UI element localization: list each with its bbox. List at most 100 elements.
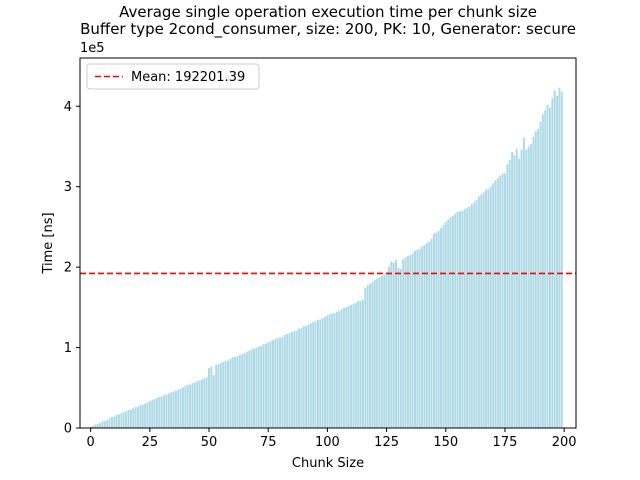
bar: [506, 164, 509, 429]
bar: [354, 302, 357, 428]
x-tick-label: 25: [142, 435, 159, 450]
bar: [148, 401, 151, 428]
bar: [89, 426, 92, 428]
bar: [215, 364, 218, 428]
bar: [492, 183, 495, 428]
bar: [160, 396, 163, 428]
bar: [125, 411, 128, 428]
bar: [276, 338, 279, 428]
bar: [281, 336, 284, 428]
bar: [179, 388, 182, 428]
bar: [449, 217, 452, 428]
bar: [392, 262, 395, 428]
bar: [120, 413, 123, 428]
bar: [205, 377, 208, 428]
bar: [494, 180, 497, 428]
bar: [544, 110, 547, 428]
bar: [501, 173, 504, 428]
bar: [366, 284, 369, 428]
bar: [409, 255, 412, 428]
bar: [340, 309, 343, 428]
bar: [428, 241, 431, 428]
bar: [345, 307, 348, 428]
bar: [418, 249, 421, 428]
bar: [435, 232, 438, 428]
bar: [324, 316, 326, 428]
bar: [118, 414, 121, 428]
bar: [229, 358, 232, 428]
bar: [333, 312, 336, 428]
bar: [208, 368, 210, 428]
bar: [430, 238, 433, 428]
bar: [326, 315, 329, 428]
bar: [380, 275, 383, 428]
bar: [227, 360, 229, 428]
bar: [539, 121, 542, 428]
bar: [111, 417, 113, 428]
bar: [260, 346, 263, 428]
x-tick-label: 75: [260, 435, 277, 450]
bar: [461, 210, 464, 428]
bar: [343, 307, 345, 428]
bar: [101, 421, 104, 428]
bar: [406, 256, 409, 428]
bar: [551, 98, 554, 428]
bar: [165, 394, 168, 428]
bar: [177, 389, 180, 428]
bar: [482, 192, 485, 428]
bar: [115, 414, 118, 428]
bar: [470, 204, 473, 428]
bar: [513, 155, 516, 428]
x-tick-label: 150: [433, 435, 458, 450]
bar: [385, 272, 388, 428]
bar: [549, 107, 551, 429]
bar: [425, 243, 428, 428]
bar: [290, 331, 293, 428]
bar: [139, 405, 142, 428]
bar: [113, 416, 116, 428]
bar: [364, 288, 367, 428]
bar: [414, 250, 416, 428]
bar: [459, 211, 461, 428]
bar: [300, 327, 303, 428]
bar: [378, 277, 381, 428]
bar: [350, 304, 353, 428]
y-axis-label: Time [ns]: [41, 212, 56, 274]
bar: [167, 393, 170, 428]
bar: [293, 330, 296, 428]
plot-frame: [79, 57, 577, 429]
bar: [515, 148, 518, 428]
y-tick-label: 2: [64, 261, 72, 276]
chart-title-line-1: Average single operation execution time …: [119, 3, 537, 21]
bar: [421, 246, 424, 428]
bar: [437, 230, 440, 428]
bar: [286, 333, 289, 428]
bar: [485, 189, 487, 428]
x-tick-label: 0: [87, 435, 95, 450]
bar: [245, 351, 248, 428]
bar: [272, 340, 274, 428]
bar: [416, 249, 419, 428]
bar: [388, 266, 390, 428]
bar: [236, 356, 239, 428]
bar: [156, 398, 158, 428]
bar: [309, 323, 312, 428]
bar: [518, 158, 521, 429]
bar: [473, 202, 476, 428]
bar: [489, 186, 492, 428]
bar: [174, 390, 177, 428]
bar: [361, 299, 364, 428]
bar: [94, 424, 97, 428]
bar: [170, 392, 173, 428]
bar: [191, 383, 194, 428]
bar: [411, 253, 414, 428]
chart-title-line-2: Buffer type 2cond_consumer, size: 200, P…: [80, 20, 576, 39]
legend-box: [86, 63, 260, 90]
bar: [480, 194, 483, 428]
bar: [151, 399, 154, 428]
bar: [447, 219, 450, 428]
bar: [122, 412, 125, 428]
bar: [527, 146, 530, 429]
bar: [390, 261, 393, 428]
bar: [504, 173, 506, 428]
